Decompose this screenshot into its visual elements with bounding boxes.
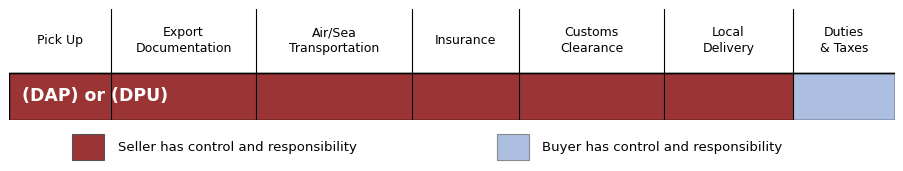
Text: Buyer has control and responsibility: Buyer has control and responsibility	[542, 141, 782, 154]
Bar	[9, 73, 111, 120]
Text: Customs
Clearance: Customs Clearance	[559, 26, 622, 55]
Bar	[256, 73, 411, 120]
FancyBboxPatch shape	[497, 134, 528, 160]
Bar	[411, 73, 518, 120]
Text: Duties
& Taxes: Duties & Taxes	[819, 26, 867, 55]
Bar	[111, 73, 256, 120]
FancyBboxPatch shape	[72, 134, 104, 160]
Text: Air/Sea
Transportation: Air/Sea Transportation	[288, 26, 378, 55]
Text: Pick Up: Pick Up	[37, 34, 83, 47]
Text: (DAP) or (DPU): (DAP) or (DPU)	[22, 87, 168, 105]
Bar	[9, 73, 894, 120]
Bar	[518, 73, 664, 120]
Bar	[9, 9, 894, 73]
Text: Local
Delivery: Local Delivery	[702, 26, 754, 55]
Text: Seller has control and responsibility: Seller has control and responsibility	[117, 141, 356, 154]
Text: Export
Documentation: Export Documentation	[135, 26, 231, 55]
Bar	[792, 73, 894, 120]
Text: Insurance: Insurance	[434, 34, 496, 47]
Bar	[664, 73, 792, 120]
